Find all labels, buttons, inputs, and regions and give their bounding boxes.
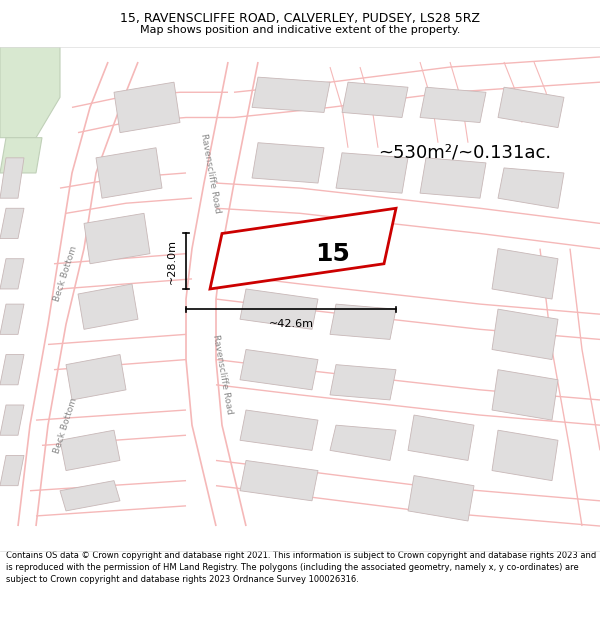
- Polygon shape: [420, 158, 486, 198]
- Polygon shape: [330, 364, 396, 400]
- Polygon shape: [66, 354, 126, 400]
- Polygon shape: [210, 208, 396, 289]
- Polygon shape: [336, 152, 408, 193]
- Text: ~42.6m: ~42.6m: [269, 319, 314, 329]
- Polygon shape: [408, 476, 474, 521]
- Text: 15: 15: [316, 242, 350, 266]
- Text: Beck Bottom: Beck Bottom: [53, 396, 79, 454]
- Polygon shape: [492, 309, 558, 359]
- Polygon shape: [0, 304, 24, 334]
- Polygon shape: [252, 77, 330, 112]
- Polygon shape: [240, 289, 318, 329]
- Polygon shape: [240, 349, 318, 390]
- Polygon shape: [0, 259, 24, 289]
- Polygon shape: [420, 88, 486, 122]
- Polygon shape: [240, 410, 318, 451]
- Polygon shape: [408, 415, 474, 461]
- Text: Beck Bottom: Beck Bottom: [53, 245, 79, 303]
- Text: Ravenscliffe Road: Ravenscliffe Road: [199, 132, 221, 214]
- Polygon shape: [240, 461, 318, 501]
- Text: Ravenscliffe Road: Ravenscliffe Road: [211, 334, 233, 415]
- Polygon shape: [0, 158, 24, 198]
- Polygon shape: [0, 138, 42, 173]
- Polygon shape: [0, 208, 24, 239]
- Polygon shape: [498, 168, 564, 208]
- Polygon shape: [330, 425, 396, 461]
- Polygon shape: [0, 456, 24, 486]
- Polygon shape: [252, 142, 324, 183]
- Polygon shape: [492, 249, 558, 299]
- Polygon shape: [0, 47, 60, 138]
- Polygon shape: [0, 405, 24, 435]
- Polygon shape: [60, 481, 120, 511]
- Polygon shape: [342, 82, 408, 118]
- Polygon shape: [114, 82, 180, 132]
- Polygon shape: [498, 88, 564, 128]
- Text: ~28.0m: ~28.0m: [167, 239, 177, 284]
- Text: 15, RAVENSCLIFFE ROAD, CALVERLEY, PUDSEY, LS28 5RZ: 15, RAVENSCLIFFE ROAD, CALVERLEY, PUDSEY…: [120, 12, 480, 25]
- Polygon shape: [96, 148, 162, 198]
- Polygon shape: [330, 304, 396, 339]
- Polygon shape: [492, 430, 558, 481]
- Text: Map shows position and indicative extent of the property.: Map shows position and indicative extent…: [140, 25, 460, 35]
- Polygon shape: [0, 354, 24, 385]
- Polygon shape: [492, 369, 558, 420]
- Polygon shape: [78, 284, 138, 329]
- Text: Contains OS data © Crown copyright and database right 2021. This information is : Contains OS data © Crown copyright and d…: [6, 551, 596, 584]
- Polygon shape: [84, 213, 150, 264]
- Polygon shape: [60, 430, 120, 471]
- Text: ~530m²/~0.131ac.: ~530m²/~0.131ac.: [378, 144, 551, 162]
